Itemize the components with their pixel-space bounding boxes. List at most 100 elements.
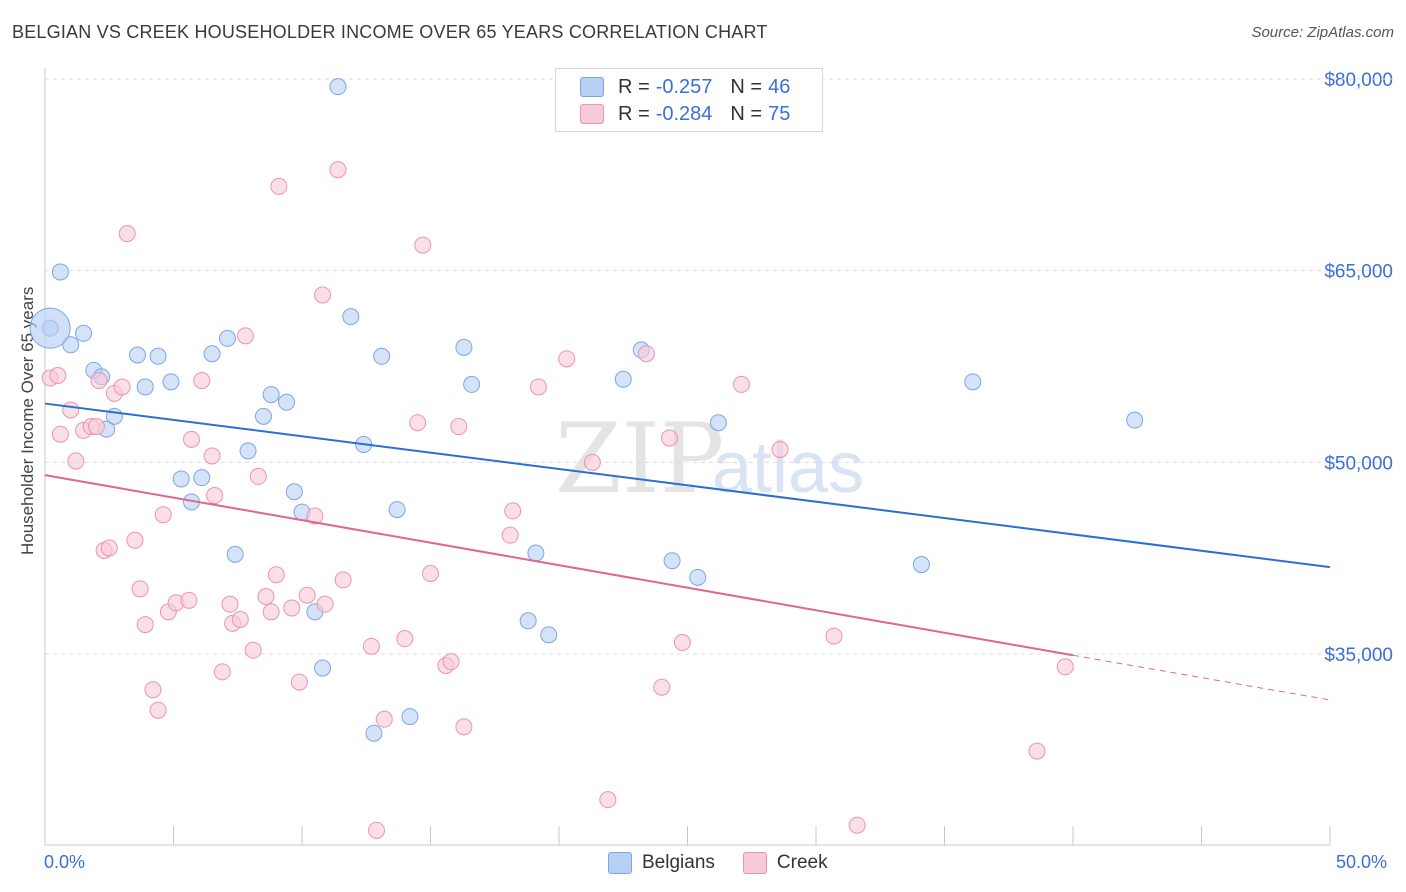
creek-point [206, 487, 224, 505]
creek-point [1028, 742, 1046, 760]
correlation-legend: R = -0.257 N = 46 R = -0.284 N = 75 [555, 68, 823, 132]
belgian-point [709, 414, 727, 432]
legend-swatch-belgians [580, 77, 604, 97]
watermark-zip: ZIP [555, 403, 724, 515]
legend-n-label: N = [730, 102, 763, 125]
belgian-point [218, 329, 236, 347]
belgian-point [365, 724, 383, 742]
belgian-point [75, 324, 93, 342]
creek-point [262, 603, 280, 621]
creek-point [87, 418, 105, 436]
belgian-point [342, 308, 360, 326]
belgian-trend-line [44, 402, 1331, 569]
belgian-point [614, 370, 632, 388]
creek-point [1056, 658, 1074, 676]
creek-point [249, 467, 267, 485]
creek-point [653, 678, 671, 696]
creek-point [270, 177, 288, 195]
creek-point [314, 286, 332, 304]
belgian-point [254, 407, 272, 425]
legend-r-value: -0.257 [655, 75, 713, 98]
creek-point [283, 599, 301, 617]
creek-point [203, 447, 221, 465]
creek-point [154, 506, 172, 524]
belgian-point [912, 556, 930, 574]
creek-trend-extension [1072, 654, 1331, 701]
creek-point [49, 366, 67, 384]
creek-point [848, 816, 866, 834]
x-tick-label-min: 0.0% [44, 852, 86, 872]
legend-n-value: 75 [768, 102, 791, 125]
belgian-point [314, 659, 332, 677]
creek-point [732, 375, 750, 393]
creek-point [316, 595, 334, 613]
creek-point [362, 637, 380, 655]
creek-point [529, 378, 547, 396]
creek-point [118, 225, 136, 243]
creek-point [267, 566, 285, 584]
creek-point [661, 429, 679, 447]
creek-point [244, 641, 262, 659]
creek-point [409, 414, 427, 432]
belgian-point [463, 375, 481, 393]
creek-point [213, 663, 231, 681]
legend-r-label: R = [618, 75, 650, 98]
creek-point [231, 611, 249, 628]
belgian-point [455, 338, 473, 356]
creek-point [558, 350, 576, 368]
creek-point [144, 681, 162, 699]
series-legend-belgians: Belgians [608, 852, 715, 874]
creek-point [236, 327, 254, 345]
creek-point [599, 791, 617, 809]
legend-n-label: N = [730, 75, 763, 98]
creek-point [180, 591, 198, 609]
series-swatch-belgians [608, 852, 632, 874]
series-legend-label: Creek [776, 852, 828, 873]
creek-point [583, 453, 601, 471]
chart-title: BELGIAN VS CREEK HOUSEHOLDER INCOME OVER… [12, 22, 768, 42]
belgian-point [149, 347, 167, 365]
belgian-point [689, 568, 707, 586]
series-legend-creek: Creek [742, 852, 828, 874]
creek-point [193, 372, 211, 390]
creek-point [414, 236, 432, 254]
belgian-point [663, 552, 681, 570]
creek-point [673, 634, 691, 651]
belgian-large-point [29, 307, 71, 349]
creek-point [334, 571, 352, 589]
y-tick-label: $80,000 [1324, 70, 1393, 91]
belgian-point [129, 346, 147, 364]
belgian-point [51, 263, 69, 281]
creek-point [504, 502, 522, 520]
belgian-point [62, 336, 80, 354]
creek-point [100, 539, 118, 557]
legend-r-label: R = [618, 102, 650, 125]
creek-point [771, 441, 789, 459]
belgian-point [527, 544, 545, 562]
belgian-point [239, 442, 257, 460]
belgian-point [1126, 411, 1144, 429]
belgian-point [519, 612, 537, 630]
legend-row-belgians: R = -0.257 N = 46 [580, 74, 790, 100]
belgian-point [162, 373, 180, 391]
source-label: Source: ZipAtlas.com [1251, 24, 1394, 41]
creek-point [131, 580, 149, 598]
creek-point [442, 653, 460, 671]
creek-point [62, 401, 80, 419]
creek-point [113, 378, 131, 396]
creek-point [306, 507, 324, 525]
creek-point [450, 418, 468, 436]
belgian-point [226, 545, 244, 563]
creek-point [422, 565, 439, 582]
belgian-point [964, 373, 982, 391]
legend-row-creek: R = -0.284 N = 75 [580, 101, 790, 127]
belgian-point [193, 469, 211, 487]
belgian-point [540, 626, 558, 644]
creek-point [637, 345, 655, 363]
y-tick-label: $35,000 [1324, 645, 1393, 666]
creek-point [149, 701, 167, 719]
legend-r-value: -0.284 [655, 102, 713, 125]
belgian-point [329, 78, 347, 96]
creek-point [221, 595, 239, 613]
